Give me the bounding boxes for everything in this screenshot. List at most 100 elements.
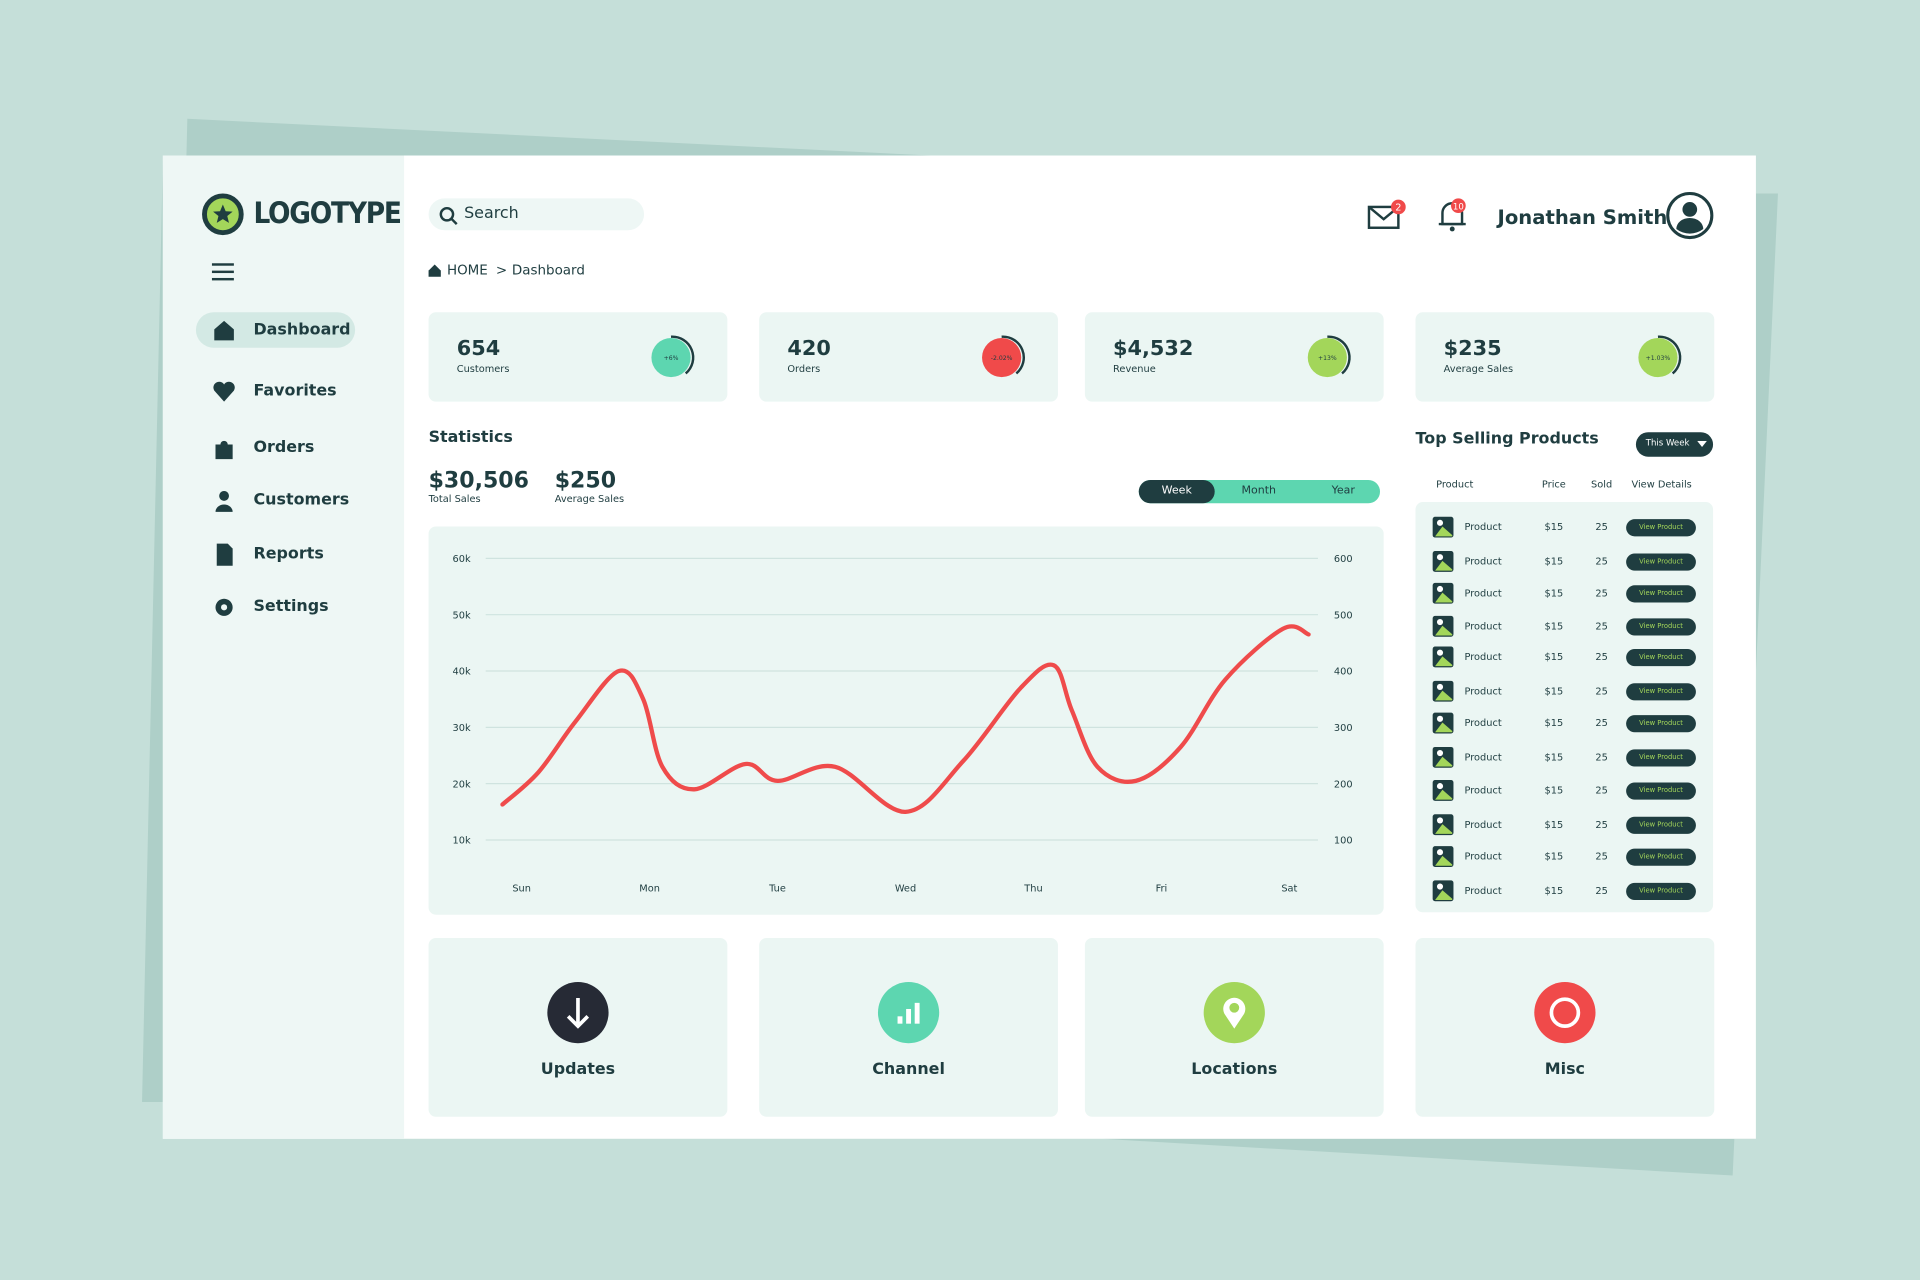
home-icon — [428, 264, 441, 277]
x-tick-label: Sat — [1281, 883, 1297, 894]
product-thumb — [1432, 746, 1454, 768]
y2-tick-label: 200 — [1334, 779, 1353, 790]
product-price: $15 — [1544, 885, 1564, 897]
thumb — [1436, 649, 1444, 656]
view-button[interactable]: View Product — [1626, 585, 1696, 603]
logo-text: LOGOTYPE — [253, 195, 401, 231]
y2-tick-label: 400 — [1334, 667, 1353, 678]
product-name: Product — [1464, 651, 1502, 663]
y-tick-label: 50k — [453, 610, 471, 621]
view-button[interactable]: View Product — [1626, 715, 1696, 733]
nav-item[interactable]: Dashboard — [253, 320, 351, 340]
y-tick-label: 20k — [453, 779, 471, 790]
period-toggle: Week Month Year — [1138, 480, 1381, 504]
product-thumb — [1432, 646, 1454, 668]
chart: 10k 20k 30k 40k 50k 60k 100 200 300 400 500 600 Sun M… — [453, 554, 1353, 894]
nav-icon — [213, 381, 235, 402]
view-button[interactable]: View Product — [1626, 816, 1696, 834]
kpi-value: $4,532 — [1113, 336, 1194, 362]
nav-item[interactable]: Reports — [253, 544, 324, 564]
tile-label: Misc — [1544, 1060, 1586, 1079]
product-thumb — [1432, 551, 1454, 572]
search-box[interactable]: Search — [428, 198, 645, 231]
thumb — [1435, 890, 1453, 901]
period-active — [1138, 480, 1215, 504]
chart-panel: 10k 20k 30k 40k 50k 60k 100 200 300 400 500 600 Sun M… — [428, 526, 1384, 915]
tile-circle — [1534, 982, 1596, 1044]
y-tick-label: 30k — [453, 723, 471, 734]
tile-label: Channel — [872, 1060, 945, 1079]
tile-icon — [877, 982, 940, 1044]
filter-dropdown[interactable]: This Week — [1635, 432, 1714, 457]
period-option[interactable]: Year — [1331, 484, 1355, 498]
product-name: Product — [1464, 685, 1502, 697]
thumb — [1436, 750, 1444, 757]
kpi-ring: -2.02% — [982, 335, 1025, 378]
view-button[interactable]: View Product — [1626, 882, 1696, 901]
product-sold: 25 — [1595, 885, 1608, 897]
view-button[interactable]: View Product — [1626, 848, 1696, 866]
view-button[interactable]: View Product — [1626, 749, 1696, 767]
product-price: $15 — [1544, 819, 1564, 831]
thumb — [1436, 783, 1444, 790]
bell-badge: 10 — [1453, 202, 1464, 212]
thumb — [1436, 585, 1444, 593]
tile-icon — [1203, 982, 1265, 1044]
y2-tick-label: 300 — [1334, 723, 1353, 734]
column-header: Price — [1541, 478, 1566, 490]
thumb — [1435, 656, 1453, 667]
period-option[interactable]: Week — [1161, 484, 1192, 498]
nav-item[interactable]: Orders — [253, 438, 315, 457]
sidebar — [162, 155, 405, 1139]
y2-tick-label: 100 — [1334, 836, 1353, 847]
y-tick-label: 10k — [453, 836, 471, 847]
product-sold: 25 — [1595, 784, 1608, 796]
kpi-ring: +1.03% — [1638, 335, 1682, 378]
column-header: View Details — [1631, 478, 1692, 490]
x-tick-label: Tue — [768, 883, 786, 894]
total-sales-label: Total Sales — [428, 493, 481, 505]
product-price: $15 — [1544, 651, 1564, 663]
product-name: Product — [1464, 555, 1502, 567]
menu-icon[interactable] — [211, 261, 236, 283]
x-tick-label: Mon — [639, 883, 660, 894]
thumb — [1436, 618, 1444, 626]
filter-label: This Week — [1645, 438, 1690, 449]
thumb — [1436, 554, 1444, 561]
bell-icon[interactable]: 10 — [1435, 196, 1472, 235]
ring-arc — [1327, 335, 1351, 375]
product-thumb — [1432, 516, 1454, 538]
thumb — [1435, 526, 1453, 537]
view-button[interactable]: View Product — [1626, 782, 1696, 800]
ring-fill — [651, 337, 691, 378]
view-button[interactable]: View Product — [1626, 519, 1696, 537]
thumb — [1435, 722, 1453, 733]
y2-tick-label: 500 — [1334, 610, 1353, 621]
glyph — [914, 1002, 920, 1024]
thumb — [1436, 883, 1444, 890]
avatar[interactable] — [1664, 190, 1715, 241]
view-button[interactable]: View Product — [1626, 618, 1696, 636]
product-thumb — [1432, 615, 1454, 637]
view-button[interactable]: View Product — [1626, 553, 1696, 571]
period-option[interactable]: Month — [1241, 484, 1277, 498]
view-button[interactable]: View Product — [1626, 683, 1696, 701]
average-sales-label: Average Sales — [554, 493, 625, 505]
breadcrumb-home[interactable]: HOME — [446, 262, 488, 278]
tile-icon — [547, 982, 609, 1044]
mail-icon[interactable]: 2 — [1365, 196, 1414, 233]
thumb — [1436, 715, 1444, 722]
product-sold: 25 — [1595, 751, 1608, 763]
view-button[interactable]: View Product — [1626, 648, 1696, 667]
nav-item[interactable]: Settings — [253, 597, 329, 616]
kpi-ring: +6% — [651, 335, 695, 378]
thumb — [1435, 560, 1453, 571]
thumb — [1435, 690, 1453, 701]
product-price: $15 — [1544, 620, 1564, 632]
ring-fill — [982, 337, 1022, 378]
product-sold: 25 — [1595, 819, 1608, 831]
nav-item[interactable]: Customers — [253, 491, 350, 510]
column-header: Sold — [1591, 478, 1613, 490]
nav-item[interactable]: Favorites — [253, 382, 337, 401]
x-tick-label: Fri — [1156, 883, 1168, 894]
